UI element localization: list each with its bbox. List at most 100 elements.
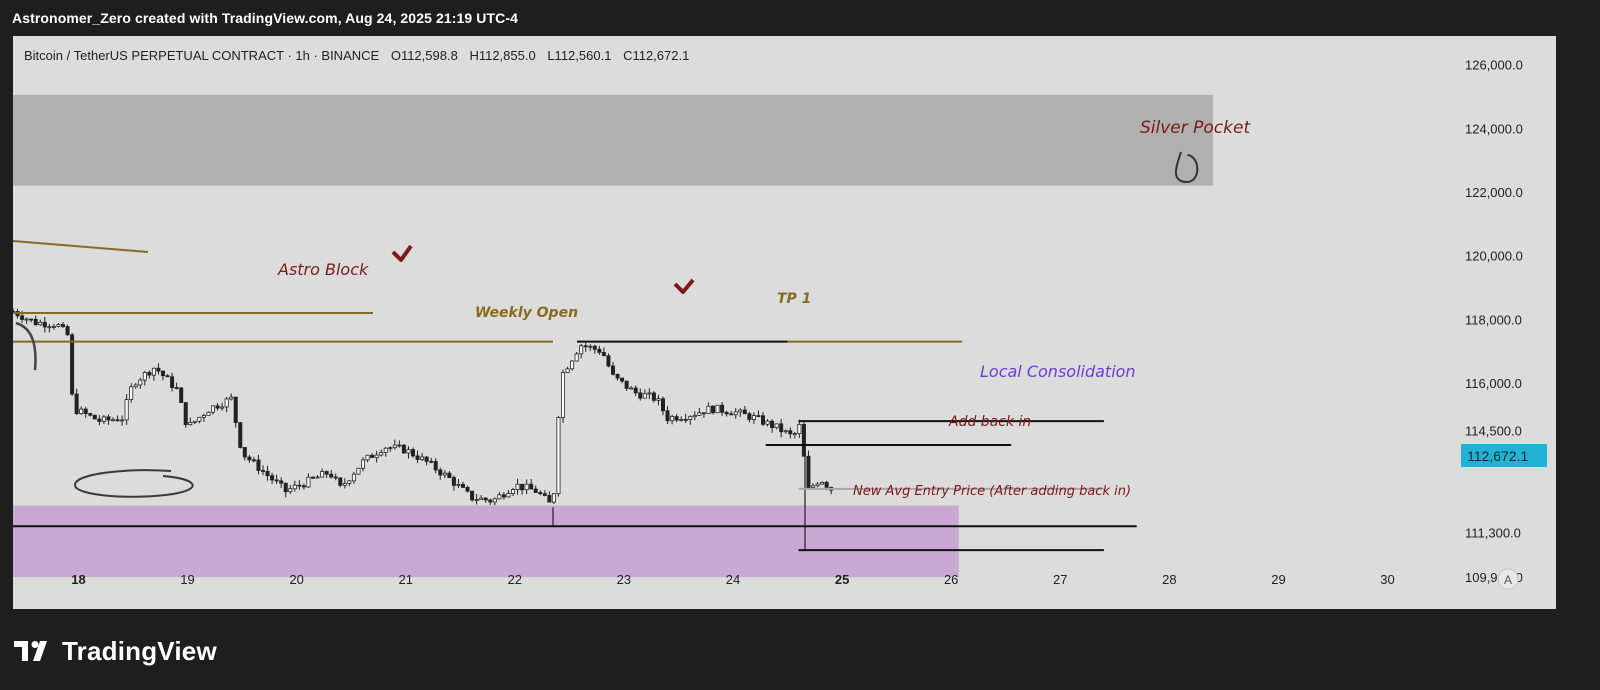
tradingview-logo[interactable]: TradingView	[14, 636, 217, 667]
time-axis[interactable]: 18 19 20 21 22 23 24 25 26 27 28 29 30	[71, 572, 1395, 587]
checkmark-icon-astro	[391, 244, 413, 262]
candle-body	[260, 470, 265, 472]
candle-body	[470, 490, 475, 501]
candle-body	[579, 345, 584, 355]
candle-body	[111, 419, 116, 422]
sloped-gold-line	[13, 240, 149, 253]
legend-symbol: Bitcoin / TetherUS PERPETUAL CONTRACT · …	[24, 48, 380, 63]
candle-body	[192, 420, 197, 423]
candle-body	[138, 379, 143, 386]
candle-body	[47, 326, 52, 329]
candle-body	[556, 417, 561, 495]
price-tick-label: 116,000.0	[1465, 376, 1522, 391]
candle-body	[565, 368, 570, 373]
time-tick-label: 27	[1053, 572, 1067, 587]
candle-body	[365, 454, 370, 461]
candle-body	[79, 408, 84, 415]
candle-body	[661, 398, 666, 412]
candle-body	[606, 355, 611, 367]
candle-body	[774, 423, 779, 429]
candle-body	[379, 452, 384, 456]
candle-body	[333, 476, 338, 479]
spiral-scribble	[1174, 151, 1199, 184]
candle-body	[197, 416, 202, 422]
candle-body	[301, 485, 306, 488]
price-tick-label: 124,000.0	[1465, 121, 1523, 136]
candle-body	[115, 419, 120, 422]
attribution-header: Astronomer_Zero created with TradingView…	[12, 10, 518, 26]
candle-body	[256, 459, 261, 471]
candle-body	[401, 444, 406, 454]
candle-body	[638, 392, 643, 399]
candle-body	[806, 455, 811, 488]
tradingview-logo-icon	[14, 640, 47, 661]
candle-body	[338, 477, 343, 486]
candle-body	[756, 415, 761, 417]
candle-body	[220, 406, 225, 409]
candle-body	[529, 483, 534, 490]
current-price-value: 112,672.1	[1467, 448, 1528, 464]
time-tick-label: 29	[1271, 572, 1285, 587]
candle-body	[42, 321, 47, 328]
candle-body	[97, 418, 102, 422]
candle-body	[374, 454, 379, 458]
candle-body	[433, 460, 438, 471]
time-tick-label: 26	[944, 572, 958, 587]
candle-body	[824, 481, 829, 488]
auto-scale-button[interactable]	[1497, 568, 1519, 590]
price-tick-label: 114,500.0	[1465, 424, 1522, 439]
candle-body	[770, 420, 775, 429]
candle-body	[410, 449, 415, 457]
candle-body	[574, 353, 579, 362]
candle-body	[597, 348, 602, 353]
candle-body	[460, 483, 465, 488]
candle-body	[29, 318, 34, 321]
candle-body	[711, 405, 716, 414]
legend-close: C112,672.1	[623, 48, 689, 63]
candle-body	[733, 411, 738, 416]
price-axis[interactable]: 126,000.0 124,000.0 122,000.0 120,000.0 118,…	[1465, 58, 1523, 586]
candle-body	[474, 499, 479, 502]
candle-body	[210, 405, 215, 413]
freehand-ellipse-scribble	[73, 469, 194, 498]
weekly-open-label: Weekly Open	[475, 305, 578, 321]
candle-body	[274, 479, 279, 482]
candle-body	[383, 447, 388, 453]
candle-body	[133, 384, 138, 388]
candle-body	[761, 415, 766, 425]
candle-body	[74, 393, 79, 415]
zones-layer	[13, 94, 1213, 578]
candle-body	[151, 367, 156, 376]
candle-body	[533, 488, 538, 493]
candle-body	[188, 422, 193, 426]
time-tick-label: 21	[398, 572, 412, 587]
candle-body	[656, 398, 661, 401]
local-consolidation-label: Local Consolidation	[980, 362, 1136, 381]
tradingview-wordmark: TradingView	[62, 636, 217, 666]
candle-body	[629, 387, 634, 390]
candle-body	[524, 483, 529, 491]
legend-open: O112,598.8	[391, 48, 458, 63]
candle-body	[488, 499, 493, 503]
candle-body	[360, 459, 365, 469]
candle-body	[92, 414, 97, 420]
candle-body	[142, 371, 147, 381]
candle-body	[247, 456, 252, 461]
candle-body	[174, 387, 179, 389]
chart-svg[interactable]: Silver Pocket Astro Block Weekly Open TP…	[13, 36, 1556, 609]
add-back-in-label: Add back in	[948, 414, 1031, 430]
auto-scale-label: A	[1504, 573, 1512, 587]
purple-demand-zone	[13, 505, 959, 578]
candle-body	[811, 485, 816, 488]
candle-body	[601, 351, 606, 357]
candle-body	[156, 367, 161, 372]
chart-panel[interactable]: Silver Pocket Astro Block Weekly Open TP…	[13, 36, 1556, 609]
candle-body	[179, 387, 184, 403]
price-tick-label: 126,000.0	[1465, 58, 1523, 73]
candle-body	[501, 494, 506, 498]
candle-body	[370, 454, 375, 458]
price-tick-label: 111,300.0	[1465, 526, 1521, 541]
astro-block-label: Astro Block	[277, 260, 369, 279]
candle-body	[329, 473, 334, 478]
candle-body	[465, 487, 470, 492]
